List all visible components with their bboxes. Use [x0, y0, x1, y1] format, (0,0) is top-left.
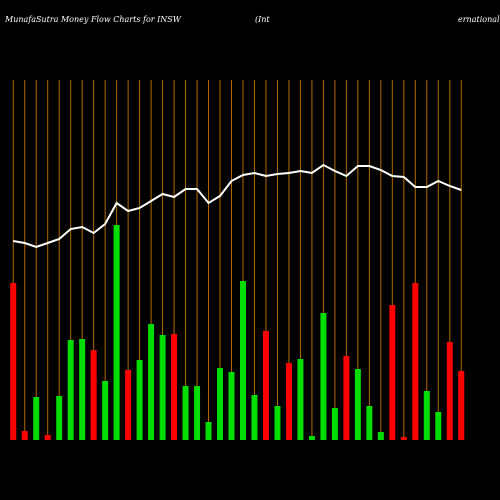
chart-title: MunafaSutra Money Flow Charts for INSW	[4, 15, 182, 24]
bar	[320, 313, 327, 440]
bar	[308, 436, 315, 440]
bar	[285, 363, 292, 440]
bar	[458, 371, 465, 440]
bar	[136, 360, 143, 440]
bar	[366, 406, 373, 440]
bar	[205, 422, 212, 440]
bar	[113, 225, 120, 440]
bar	[228, 372, 235, 440]
chart-subtitle: (Int	[255, 15, 270, 24]
bar	[90, 350, 97, 440]
flow-line	[13, 163, 462, 249]
bar	[377, 432, 384, 440]
bar	[56, 396, 63, 440]
bar	[159, 335, 166, 440]
bar	[217, 368, 224, 440]
bar	[44, 435, 51, 440]
bar	[274, 406, 281, 440]
bar	[67, 340, 74, 440]
bar	[262, 331, 269, 440]
bar	[102, 381, 109, 440]
bar	[400, 437, 407, 440]
bar	[33, 397, 40, 440]
bar	[389, 305, 396, 440]
bar	[239, 281, 246, 440]
bar	[21, 431, 28, 440]
bar	[79, 339, 86, 440]
bar	[343, 356, 350, 440]
bar	[412, 283, 419, 440]
bar	[435, 412, 442, 440]
bar	[331, 408, 338, 440]
bar	[251, 395, 258, 440]
bar	[354, 369, 361, 440]
bar	[423, 391, 430, 440]
bar	[194, 386, 201, 440]
bar	[182, 386, 189, 440]
bar	[125, 370, 132, 440]
chart-subtitle-tail: ernational	[458, 15, 500, 24]
bar	[297, 359, 304, 440]
bar	[10, 283, 17, 440]
bar	[171, 334, 178, 440]
bar	[148, 324, 155, 440]
bar	[446, 342, 453, 440]
